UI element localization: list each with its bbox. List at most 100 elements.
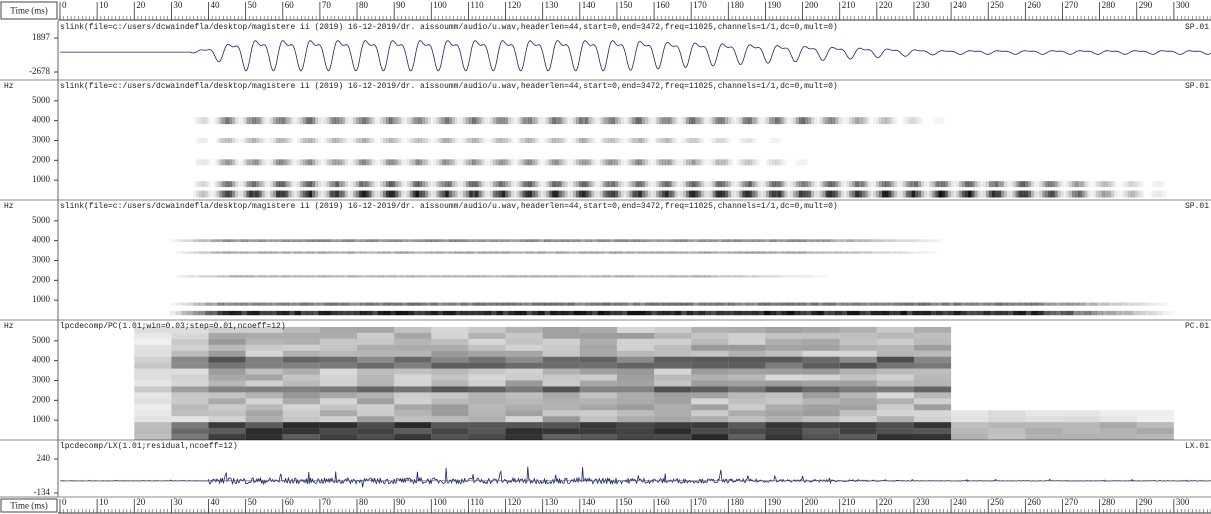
spectro-cell: [402, 251, 408, 253]
spectro-cell: [889, 303, 895, 306]
spectro-cell: [989, 181, 992, 187]
spectro-cell: [546, 117, 549, 124]
lpc-cell: [617, 375, 654, 381]
y-tick-label: -2678: [29, 66, 50, 76]
spectro-cell: [692, 138, 695, 143]
lpc-cell: [357, 392, 394, 398]
spectro-cell: [766, 181, 769, 187]
spectro-cell: [220, 138, 223, 143]
spectro-cell: [413, 251, 419, 253]
spectro-cell: [794, 239, 800, 242]
spectro-cell: [182, 239, 188, 242]
spectro-cell: [858, 191, 861, 198]
spectro-cell: [641, 159, 644, 165]
time-tick-label: 80: [359, 497, 369, 507]
spectro-cell: [223, 239, 229, 242]
lpc-cell: [543, 381, 580, 387]
lpc-cell: [877, 422, 914, 428]
spectro-cell: [478, 159, 481, 165]
spectro-cell: [663, 275, 669, 277]
spectro-cell: [377, 159, 380, 165]
spectro-cell: [1025, 311, 1031, 315]
spectro-cell: [754, 191, 757, 198]
spectro-cell: [496, 191, 499, 198]
spectro-cell: [1114, 303, 1120, 306]
spectro-cell: [927, 191, 930, 198]
spectro-cell: [716, 138, 719, 143]
spectro-cell: [930, 311, 936, 315]
spectro-cell: [295, 311, 301, 315]
spectro-cell: [806, 251, 812, 253]
spectro-cell: [484, 181, 487, 187]
spectro-cell: [776, 239, 782, 242]
lpc-cell: [246, 434, 283, 440]
spectro-cell: [549, 159, 552, 165]
spectro-cell: [1057, 181, 1060, 187]
lpc-cell: [506, 398, 543, 404]
spectro-cell: [778, 191, 781, 198]
spectro-cell: [401, 138, 404, 143]
spectro-cell: [407, 181, 410, 187]
spectro-cell: [837, 191, 840, 198]
spectro-cell: [585, 117, 588, 124]
spectro-cell: [835, 251, 841, 253]
spectro-cell: [639, 239, 645, 242]
spectro-cell: [877, 239, 883, 242]
spectro-cell: [633, 239, 639, 242]
spectro-cell: [1048, 181, 1051, 187]
spectro-cell: [638, 138, 641, 143]
spectro-cell: [772, 159, 775, 165]
spectro-cell: [549, 138, 552, 143]
spectro-cell: [324, 138, 327, 143]
spectro-cell: [374, 181, 377, 187]
spectro-cell: [736, 181, 739, 187]
spectro-cell: [659, 191, 662, 198]
lpc-cell: [617, 369, 654, 375]
spectro-cell: [309, 117, 312, 124]
spectro-cell: [639, 275, 645, 277]
spectro-cell: [859, 239, 865, 242]
spectro-cell: [235, 275, 241, 277]
spectro-cell: [936, 181, 939, 187]
spectro-cell: [1126, 311, 1132, 315]
lpc-cell: [506, 381, 543, 387]
spectro-cell: [782, 275, 788, 277]
spectro-cell: [301, 275, 307, 277]
time-tick-label: 180: [730, 0, 744, 10]
lpc-cell: [691, 357, 728, 363]
lpc-cell: [543, 327, 580, 333]
spectro-cell: [461, 251, 467, 253]
lpc-cell: [1062, 422, 1099, 428]
spectro-cell: [1097, 303, 1103, 306]
spectro-cell: [867, 191, 870, 198]
spectro-cell: [356, 181, 359, 187]
spectro-cell: [288, 191, 291, 198]
lpc-cell: [765, 410, 802, 416]
spectro-cell: [1091, 303, 1097, 306]
spectro-cell: [451, 181, 454, 187]
spectro-cell: [781, 159, 784, 165]
spectro-cell: [681, 251, 687, 253]
spectro-cell: [386, 159, 389, 165]
spectro-cell: [627, 191, 630, 198]
spectro-cell: [674, 117, 677, 124]
spectro-cell: [479, 311, 485, 315]
lpc-cell: [914, 416, 951, 422]
spectro-cell: [404, 117, 407, 124]
lpc-cell: [840, 416, 877, 422]
spectro-cell: [182, 275, 188, 277]
spectro-cell: [354, 311, 360, 315]
spectro-cell: [514, 275, 520, 277]
spectro-cell: [359, 191, 362, 198]
spectro-cell: [760, 181, 763, 187]
spectro-cell: [490, 117, 493, 124]
spectro-cell: [335, 138, 338, 143]
lpc-cell: [283, 392, 320, 398]
spectro-cell: [558, 138, 561, 143]
spectro-cell: [675, 275, 681, 277]
spectro-cell: [734, 181, 737, 187]
spectro-cell: [300, 159, 303, 165]
spectro-cell: [610, 239, 616, 242]
spectro-cell: [912, 303, 918, 306]
spectro-cell: [481, 138, 484, 143]
